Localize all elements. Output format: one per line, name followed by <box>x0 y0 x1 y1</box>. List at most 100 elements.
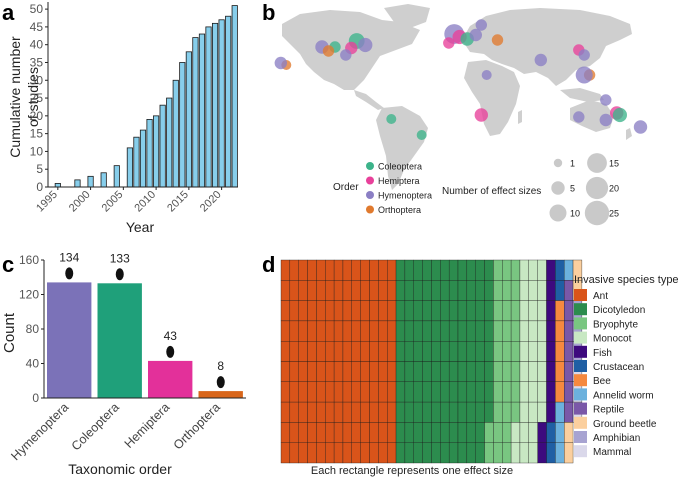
waffle-cell-ant <box>360 401 370 423</box>
waffle-cell-ant <box>298 442 308 464</box>
waffle-cell-ant <box>351 300 361 322</box>
legend-label: Crustacean <box>593 362 644 373</box>
waffle-cell-ant <box>307 320 317 342</box>
panel-a-bar-2016 <box>192 37 199 188</box>
waffle-cell-dicotyledon <box>422 381 432 403</box>
waffle-cell-monocot <box>528 361 538 382</box>
panel-a-bar-2014 <box>179 62 186 188</box>
waffle-cell-ant <box>369 401 379 423</box>
landmass-africa <box>464 60 520 136</box>
legend-size-label: 1 <box>570 159 575 169</box>
panel-c-xtick-label: Orthoptera <box>171 400 223 452</box>
landmass-new-zealand <box>626 128 632 140</box>
panel-c-bar-hemiptera <box>148 360 193 398</box>
panel-a-bar-2022 <box>231 5 238 188</box>
waffle-cell-dicotyledon <box>395 341 406 362</box>
legend-size-circle-15 <box>587 153 607 173</box>
panel-a-ytick-label: 15 <box>30 127 44 141</box>
waffle-cell-ant <box>333 361 344 382</box>
legend-swatch-ant <box>574 289 587 301</box>
panel-c-xlabel: Taxonomic order <box>68 461 172 477</box>
waffle-cell-monocot <box>537 381 547 403</box>
waffle-cell-ant <box>298 361 308 382</box>
waffle-cell-bryophyte <box>510 300 521 322</box>
legend-label: Reptile <box>593 405 625 416</box>
map-point-coleoptera <box>612 107 628 123</box>
legend-label: Mammal <box>593 447 631 458</box>
waffle-cell-ant <box>289 341 299 362</box>
legend-label: Ground beetle <box>593 419 657 430</box>
map-point-coleoptera <box>386 114 397 124</box>
insect-icon <box>216 376 225 389</box>
waffle-cell-dicotyledon <box>484 280 494 301</box>
waffle-cell-ant <box>378 401 388 423</box>
waffle-cell-ant <box>378 361 388 382</box>
waffle-cell-ant <box>387 259 397 281</box>
legend-swatch-reptile <box>574 402 587 415</box>
panel-a-bar-2017 <box>198 33 206 188</box>
waffle-cell-monocot <box>519 442 529 464</box>
panel-c-xtick-label: Hymenoptera <box>8 400 71 463</box>
waffle-cell-dicotyledon <box>448 361 459 382</box>
waffle-cell-monocot <box>528 341 538 362</box>
waffle-cell-dicotyledon <box>395 381 406 403</box>
waffle-cell-ant <box>351 381 361 403</box>
waffle-cell-dicotyledon <box>413 280 423 301</box>
waffle-cell-dicotyledon <box>413 361 423 382</box>
legend-swatch-crustacean <box>574 360 587 372</box>
waffle-cell-ant <box>342 320 352 342</box>
panel-a-bar-1998 <box>74 179 81 188</box>
waffle-cell-dicotyledon <box>475 442 485 464</box>
waffle-cell-ant <box>342 442 352 464</box>
map-point-hymenoptera <box>633 120 648 134</box>
waffle-cell-ant <box>307 422 317 443</box>
waffle-cell-dicotyledon <box>466 422 476 443</box>
waffle-cell-monocot <box>528 381 538 403</box>
waffle-cell-ant <box>369 300 379 322</box>
waffle-cell-monocot <box>537 280 547 301</box>
waffle-cell-crustacean <box>546 442 556 464</box>
waffle-cell-fish <box>546 320 556 342</box>
waffle-cell-fish <box>546 361 556 382</box>
panel-c-ylabel: Count <box>1 312 18 353</box>
waffle-cell-ant <box>369 341 379 362</box>
waffle-cell-ant <box>307 381 317 403</box>
waffle-cell-dicotyledon <box>448 422 459 443</box>
waffle-cell-ant <box>298 280 308 301</box>
waffle-cell-bee <box>555 381 565 403</box>
waffle-cell-ant <box>342 401 352 423</box>
waffle-cell-fish <box>546 259 556 281</box>
waffle-cell-ant <box>369 422 379 443</box>
panel-c-bar-orthoptera <box>198 391 243 398</box>
waffle-cell-ant <box>307 341 317 362</box>
legend-label: Ant <box>593 291 608 302</box>
panel-a-bar-2000 <box>87 175 94 188</box>
waffle-cell-bryophyte <box>484 442 494 464</box>
waffle-cell-monocot <box>510 422 521 443</box>
waffle-cell-bryophyte <box>493 401 503 423</box>
waffle-cell-bee <box>555 361 565 382</box>
waffle-cell-ant <box>378 442 388 464</box>
waffle-cell-dicotyledon <box>475 341 485 362</box>
waffle-cell-dicotyledon <box>440 401 450 423</box>
waffle-cell-dicotyledon <box>413 300 423 322</box>
panel-a-ylabel-line-2: of studies <box>25 67 41 127</box>
waffle-cell-ant <box>325 320 335 342</box>
waffle-cell-ant <box>360 259 370 281</box>
waffle-cell-ant <box>316 280 326 301</box>
waffle-cell-ant <box>378 320 388 342</box>
legend-swatch-bee <box>574 374 587 387</box>
waffle-cell-dicotyledon <box>395 401 406 423</box>
waffle-cell-dicotyledon <box>431 341 441 362</box>
waffle-cell-ant <box>307 280 317 301</box>
waffle-cell-ant <box>280 422 291 443</box>
panel-a-bar-2008 <box>139 129 147 188</box>
waffle-cell-ant <box>298 300 308 322</box>
waffle-cell-ant <box>325 381 335 403</box>
waffle-cell-ant <box>351 280 361 301</box>
waffle-cell-dicotyledon <box>466 381 476 403</box>
waffle-cell-dicotyledon <box>422 361 432 382</box>
panel-a-xtick-label: 2005 <box>100 189 126 215</box>
panel-c-data-label: 8 <box>217 359 224 373</box>
waffle-cell-dicotyledon <box>457 259 468 281</box>
